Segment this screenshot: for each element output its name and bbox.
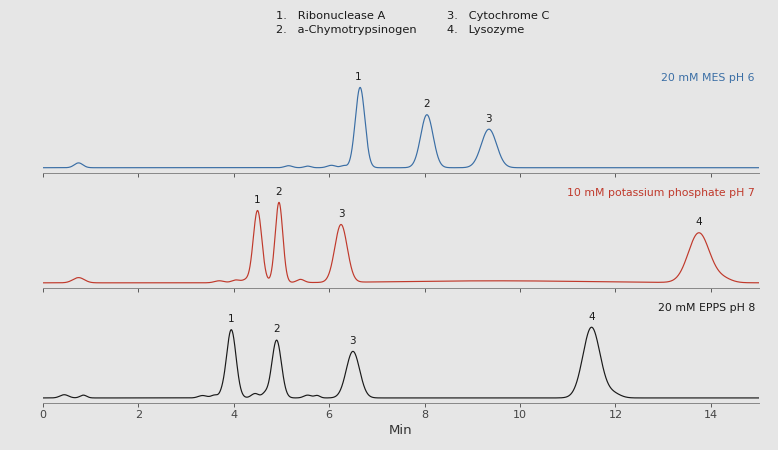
Text: 3: 3 <box>485 113 492 124</box>
Text: 4.   Lysozyme: 4. Lysozyme <box>447 25 524 35</box>
Text: 1.   Ribonuclease A: 1. Ribonuclease A <box>276 11 385 21</box>
Text: 20 mM EPPS pH 8: 20 mM EPPS pH 8 <box>657 303 755 313</box>
Text: 4: 4 <box>696 217 703 227</box>
Text: 1: 1 <box>228 314 235 324</box>
Text: 10 mM potassium phosphate pH 7: 10 mM potassium phosphate pH 7 <box>567 188 755 198</box>
Text: 3.   Cytochrome C: 3. Cytochrome C <box>447 11 550 21</box>
X-axis label: Min: Min <box>389 424 412 437</box>
Text: 3: 3 <box>338 209 345 220</box>
Text: 4: 4 <box>588 312 595 322</box>
Text: 2: 2 <box>423 99 430 109</box>
Text: 1: 1 <box>355 72 361 82</box>
Text: 20 mM MES pH 6: 20 mM MES pH 6 <box>661 73 755 83</box>
Text: 2: 2 <box>275 187 282 197</box>
Text: 1: 1 <box>254 195 261 205</box>
Text: 3: 3 <box>349 336 356 346</box>
Text: 2: 2 <box>273 324 280 334</box>
Text: 2.   a-Chymotrypsinogen: 2. a-Chymotrypsinogen <box>276 25 417 35</box>
